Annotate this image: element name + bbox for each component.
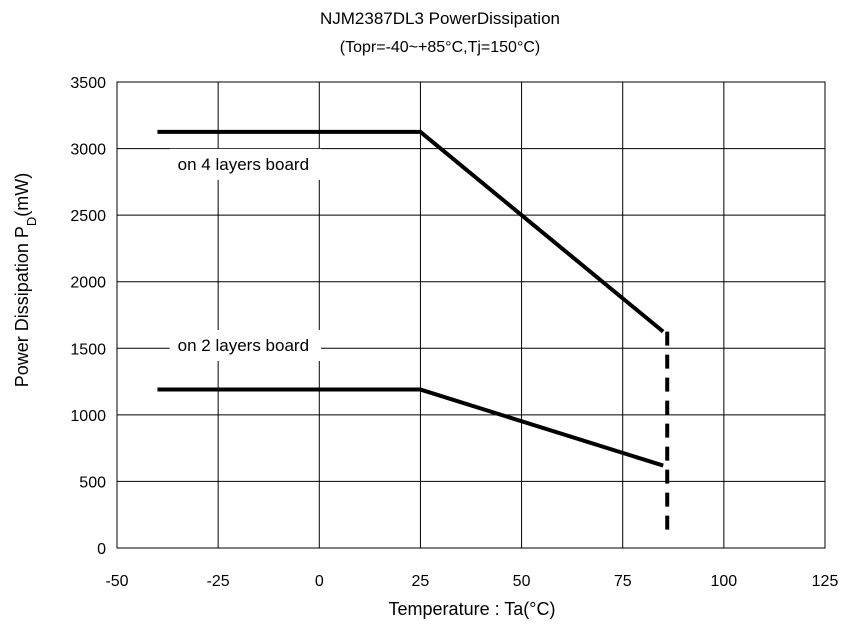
series-annotation: on 4 layers board: [178, 155, 309, 174]
x-tick-labels: -50 -25 0 25 50 75 100 125: [105, 573, 838, 590]
y-tick-label: 2500: [70, 208, 106, 225]
chart-subtitle: (Topr=-40~+85°C,Tj=150°C): [340, 39, 540, 56]
annotation-layer: on 4 layers board on 2 layers board: [169, 148, 322, 361]
x-axis-label: Temperature : Ta(°C): [389, 599, 556, 619]
annotation-background: [169, 148, 322, 180]
x-tick-label: 100: [711, 573, 738, 590]
grid: [116, 81, 826, 549]
y-tick-label: 1500: [70, 341, 106, 358]
y-tick-labels: 0 500 1000 1500 2000 2500 3000 3500: [70, 75, 106, 558]
y-tick-label: 0: [97, 541, 106, 558]
y-tick-label: 3500: [70, 75, 106, 92]
x-tick-label: -25: [207, 573, 230, 590]
y-tick-label: 2000: [70, 275, 106, 292]
series-line: [157, 387, 664, 468]
chart-title: NJM2387DL3 PowerDissipation: [320, 9, 560, 28]
x-tick-label: 125: [812, 573, 839, 590]
plot-frame: [116, 81, 826, 549]
x-tick-label: 0: [315, 573, 324, 590]
x-tick-label: 75: [614, 573, 632, 590]
y-tick-label: 1000: [70, 408, 106, 425]
annotation-background: [169, 329, 322, 361]
series-layer: [157, 129, 670, 538]
y-axis-label-main: Power Dissipation P: [12, 226, 32, 387]
y-axis-label-unit: (mW): [12, 173, 32, 217]
y-tick-label: 500: [79, 474, 106, 491]
x-tick-label: 50: [513, 573, 531, 590]
y-axis-label: Power Dissipation PD(mW): [12, 173, 39, 387]
x-tick-label: 25: [412, 573, 430, 590]
x-tick-label: -50: [105, 573, 128, 590]
y-tick-label: 3000: [70, 142, 106, 159]
y-axis-label-subscript: D: [24, 217, 39, 226]
series-line: [157, 129, 665, 334]
series-annotation: on 2 layers board: [178, 336, 309, 355]
